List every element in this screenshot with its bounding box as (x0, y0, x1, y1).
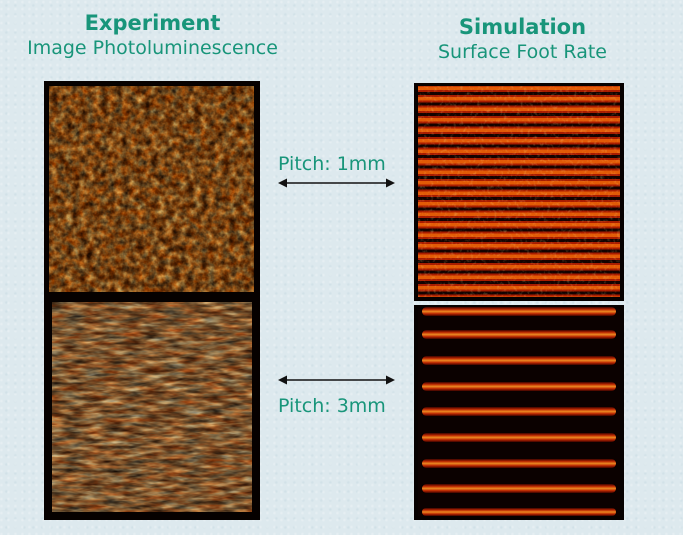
double-headed-arrow-icon (278, 375, 395, 385)
experiment-header: Experiment Image Photoluminescence (0, 10, 305, 60)
experiment-image-pitch-3mm (44, 296, 260, 520)
simulation-image-pitch-1mm (414, 83, 624, 301)
experiment-title: Experiment (84, 11, 221, 35)
simulation-subtitle: Surface Foot Rate (438, 41, 607, 63)
pitch-label-1mm: Pitch: 1mm (278, 153, 386, 175)
simulation-header: Simulation Surface Foot Rate (410, 14, 635, 64)
experiment-image-pitch-1mm (44, 81, 260, 296)
pitch-label-3mm: Pitch: 3mm (278, 395, 386, 417)
simulation-image-pitch-3mm (414, 305, 624, 520)
double-headed-arrow-icon (278, 178, 395, 188)
experiment-subtitle: Image Photoluminescence (27, 37, 278, 59)
simulation-title: Simulation (458, 15, 587, 39)
